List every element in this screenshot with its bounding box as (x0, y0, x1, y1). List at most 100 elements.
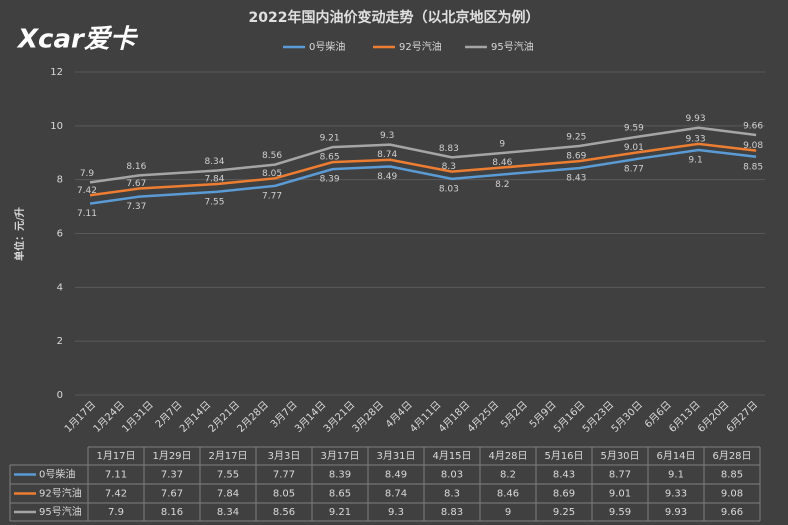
data-label: 7.77 (262, 191, 282, 201)
table-row-label: 95号汽油 (39, 505, 82, 518)
data-label: 7.55 (204, 197, 224, 207)
table-header: 3月17日 (320, 450, 359, 462)
table-header: 5月30日 (600, 450, 639, 462)
series-line (89, 148, 757, 205)
data-label: 9 (499, 139, 505, 149)
table-header: 4月15日 (432, 450, 471, 462)
table-cell: 7.84 (217, 489, 239, 500)
table-cell: 9.59 (609, 507, 631, 518)
table-cell: 7.11 (105, 470, 127, 481)
y-tick-label: 6 (57, 229, 63, 240)
table-cell: 7.37 (161, 470, 183, 481)
table-header: 5月16日 (544, 450, 583, 462)
data-label: 7.67 (126, 179, 146, 189)
data-label: 9.25 (566, 133, 586, 143)
data-label: 7.84 (204, 174, 224, 184)
table-cell: 8.05 (273, 489, 295, 500)
data-label: 8.16 (126, 162, 146, 172)
legend-label: 0号柴油 (309, 40, 345, 53)
table-cell: 8.65 (329, 489, 351, 500)
table-cell: 8.74 (385, 489, 407, 500)
table-cell: 8.83 (441, 507, 463, 518)
legend-label: 95号汽油 (491, 40, 534, 53)
table-cell: 8.03 (441, 470, 463, 481)
table-cell: 9.01 (609, 489, 631, 500)
table-cell: 7.42 (105, 489, 127, 500)
table-cell: 9.93 (665, 507, 687, 518)
table-header: 6月28日 (712, 450, 751, 462)
table-header: 6月14日 (656, 450, 695, 462)
data-label: 8.49 (377, 172, 397, 182)
y-tick-label: 2 (57, 336, 63, 347)
data-label: 9.93 (686, 114, 706, 124)
table-cell: 9.08 (721, 489, 743, 500)
y-axis-label: 单位：元/升 (13, 207, 26, 261)
data-label: 7.11 (77, 209, 97, 219)
table-cell: 9.66 (721, 507, 743, 518)
table-cell: 8.2 (500, 470, 516, 481)
table-row-label: 0号柴油 (39, 468, 75, 481)
table-row-label: 92号汽油 (39, 487, 82, 500)
table-cell: 7.77 (273, 470, 295, 481)
table-cell: 9.21 (329, 507, 351, 518)
y-tick-label: 4 (57, 282, 63, 293)
table-cell: 7.9 (108, 507, 124, 518)
data-label: 8.39 (320, 175, 340, 185)
table-cell: 8.49 (385, 470, 407, 481)
table-cell: 8.46 (497, 489, 519, 500)
table-header: 2月17日 (208, 450, 247, 462)
table-cell: 8.77 (609, 470, 631, 481)
table-cell: 7.67 (161, 489, 183, 500)
table-header: 1月29日 (152, 450, 191, 462)
data-label: 9.33 (686, 134, 706, 144)
data-label: 9.08 (743, 141, 763, 151)
table-cell: 9.3 (388, 507, 404, 518)
data-label: 8.69 (566, 152, 586, 162)
data-label: 8.83 (439, 144, 459, 154)
data-label: 7.37 (126, 202, 146, 212)
table-cell: 8.39 (329, 470, 351, 481)
data-label: 7.42 (77, 186, 97, 196)
table-cell: 8.34 (217, 507, 239, 518)
table-cell: 8.16 (161, 507, 183, 518)
data-label: 8.2 (495, 180, 509, 190)
data-label: 9.21 (320, 134, 340, 144)
data-label: 9.1 (688, 156, 702, 166)
table-cell: 8.69 (553, 489, 575, 500)
data-label: 8.34 (204, 157, 224, 167)
table-cell: 9.33 (665, 489, 687, 500)
chart-title: 2022年国内油价变动走势（以北京地区为例） (249, 9, 540, 26)
table-cell: 9.25 (553, 507, 575, 518)
data-label: 8.56 (262, 151, 282, 161)
table-cell: 9 (505, 507, 511, 518)
y-tick-label: 12 (50, 67, 63, 78)
table-cell: 8.85 (721, 470, 743, 481)
series-line (89, 142, 757, 197)
legend-label: 92号汽油 (399, 40, 442, 53)
data-label: 8.65 (320, 153, 340, 163)
data-label: 9.59 (624, 123, 644, 133)
y-tick-label: 8 (57, 175, 63, 186)
table-header: 4月28日 (488, 450, 527, 462)
data-label: 8.3 (442, 162, 456, 172)
data-label: 8.03 (439, 184, 459, 194)
data-label: 8.43 (566, 174, 586, 184)
table-cell: 7.55 (217, 470, 239, 481)
data-label: 8.74 (377, 150, 397, 160)
table-cell: 9.1 (668, 470, 684, 481)
y-tick-label: 0 (57, 390, 63, 401)
table-header: 3月3日 (268, 450, 301, 462)
data-label: 9.66 (743, 121, 763, 131)
data-label: 7.9 (80, 169, 95, 179)
data-label: 9.01 (624, 143, 644, 153)
table-cell: 8.56 (273, 507, 295, 518)
logo: Xcar爱卡 (16, 25, 139, 55)
table-cell: 8.3 (444, 489, 460, 500)
data-label: 8.85 (743, 162, 763, 172)
data-label: 9.3 (380, 131, 394, 141)
data-label: 8.46 (492, 158, 512, 168)
data-label: 8.05 (262, 169, 282, 179)
series-line (89, 126, 757, 184)
